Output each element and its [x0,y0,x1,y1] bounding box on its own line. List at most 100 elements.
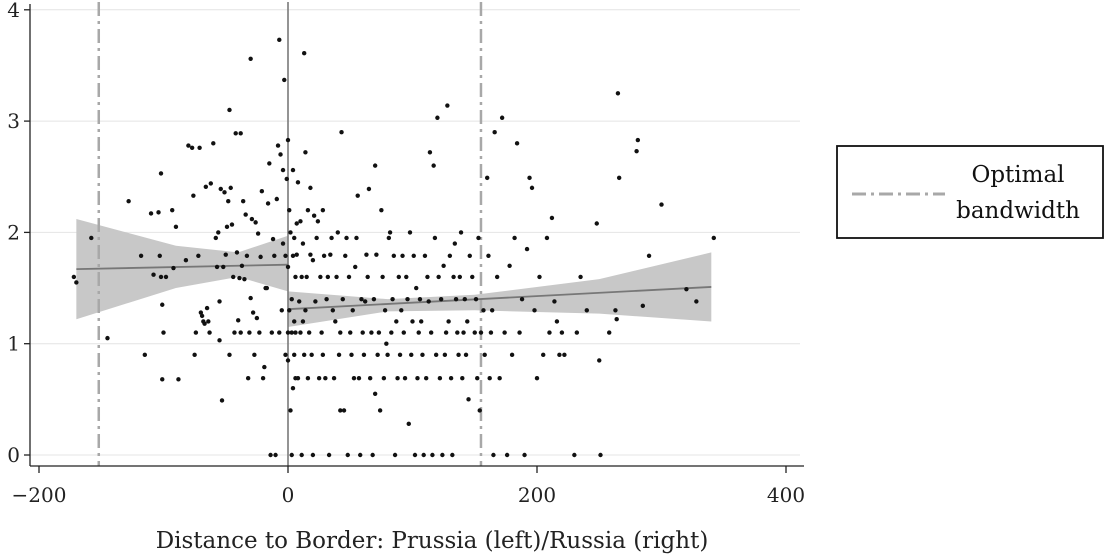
data-point [486,253,491,258]
data-point [477,408,482,413]
data-point [273,452,278,458]
data-point [306,330,312,335]
data-point [415,376,420,381]
data-point [338,408,343,413]
data-point [227,107,232,113]
data-point [456,352,461,358]
data-point [412,452,418,458]
data-point [549,215,555,221]
data-point [288,408,293,413]
data-point [419,319,424,324]
data-point [443,330,449,335]
data-point [422,253,428,258]
data-point [245,376,251,381]
data-point [303,150,308,155]
ci-band-right [288,252,712,328]
data-point [248,56,253,61]
data-point [427,150,433,155]
data-point [227,352,232,358]
data-point [285,137,291,143]
data-point [356,376,362,381]
data-point [411,253,416,258]
data-point [161,330,166,335]
data-point [448,376,454,381]
data-point [283,352,288,358]
data-point [193,330,199,335]
data-point [311,213,317,218]
data-point [301,51,307,56]
data-point [482,352,487,358]
data-point [416,330,421,335]
data-point [517,330,522,335]
data-point [218,186,223,192]
y-tick-label: 0 [7,443,20,467]
data-point [299,274,304,280]
data-point [433,352,439,358]
x-tick-label: 200 [518,483,556,507]
data-point [578,274,583,280]
data-point [314,235,319,241]
data-point [512,235,517,241]
data-point [598,452,603,458]
data-point [196,253,201,258]
data-point [207,330,212,335]
data-point [202,321,207,326]
legend-label-line2: bandwidth [956,198,1080,224]
data-point [417,296,423,302]
data-point [684,286,689,292]
data-point [414,285,419,291]
data-point [208,181,214,186]
data-point [288,230,293,235]
data-point [494,274,500,280]
data-point [437,376,443,381]
data-point [290,253,296,258]
data-point [287,207,292,213]
data-point [529,185,535,191]
data-point [386,235,392,241]
data-point [481,308,486,313]
data-point [219,398,225,403]
data-point [402,376,408,381]
data-point [366,186,372,192]
data-point [279,308,284,313]
data-point [364,252,369,257]
data-point [289,452,294,458]
data-point [240,199,246,204]
data-point [158,171,164,176]
data-point [502,330,507,335]
data-point [170,207,175,213]
data-point [339,130,344,135]
data-point [485,175,490,181]
legend-box [836,145,1104,239]
data-point [234,250,240,255]
reference-lines [97,2,483,466]
data-point [392,452,398,458]
data-point [303,308,308,313]
data-point [239,263,245,268]
data-point [231,274,236,280]
data-point [401,330,406,335]
data-point [298,330,303,335]
data-point [341,408,347,413]
data-point [293,330,298,335]
data-point [537,274,542,280]
data-point [640,303,646,309]
data-point [295,376,301,381]
data-point [221,264,226,270]
legend: Optimal bandwidth [836,145,1104,239]
data-point [559,330,565,335]
data-point [405,296,410,302]
data-point [160,377,165,382]
x-axis-title: Distance to Border: Prussia (left)/Russi… [156,528,709,554]
data-point [375,352,380,358]
data-point [489,308,495,313]
data-point [163,274,169,280]
data-point [138,253,144,258]
data-point [562,352,567,358]
data-point [382,308,388,313]
data-point [158,274,164,280]
data-point [420,352,425,358]
data-point [309,352,314,358]
data-point [285,358,291,363]
data-point [156,210,161,215]
